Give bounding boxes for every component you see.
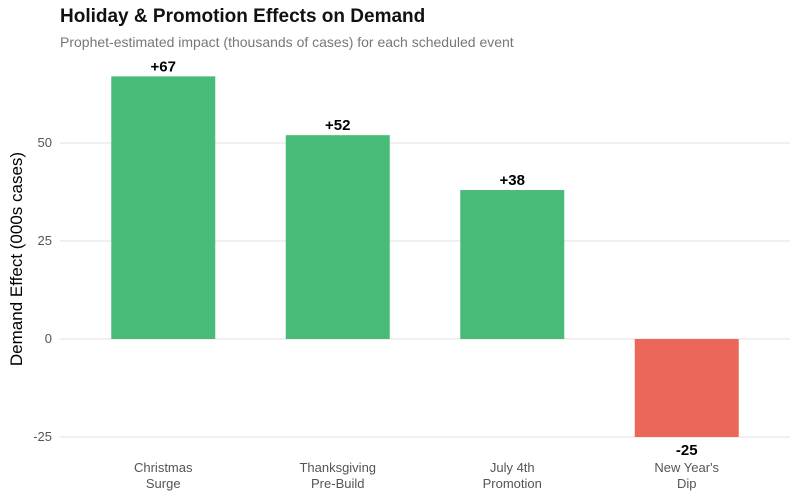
x-tick-label: Thanksgiving bbox=[299, 460, 376, 475]
y-axis-label: Demand Effect (000s cases) bbox=[7, 152, 26, 366]
x-tick-label: Promotion bbox=[483, 476, 542, 491]
data-label: -25 bbox=[676, 442, 698, 459]
x-tick-label: Surge bbox=[146, 476, 181, 491]
x-tick-label: Dip bbox=[677, 476, 697, 491]
bar bbox=[111, 76, 216, 340]
data-label: +67 bbox=[151, 58, 176, 75]
y-tick-label: -25 bbox=[33, 429, 52, 444]
x-tick-label: Pre-Build bbox=[311, 476, 364, 491]
x-tick-label: July 4th bbox=[490, 460, 535, 475]
x-tick-label: New Year's bbox=[654, 460, 719, 475]
y-tick-label: 50 bbox=[38, 135, 52, 150]
chart-title: Holiday & Promotion Effects on Demand bbox=[60, 6, 426, 27]
y-tick-label: 0 bbox=[45, 331, 52, 346]
y-tick-label: 25 bbox=[38, 233, 52, 248]
data-label: +52 bbox=[325, 117, 350, 134]
x-tick-label: Christmas bbox=[134, 460, 193, 475]
data-label: +38 bbox=[500, 172, 525, 189]
bar bbox=[460, 190, 565, 339]
chart-subtitle: Prophet-estimated impact (thousands of c… bbox=[60, 34, 514, 50]
bar bbox=[634, 339, 739, 437]
bar bbox=[285, 135, 390, 339]
